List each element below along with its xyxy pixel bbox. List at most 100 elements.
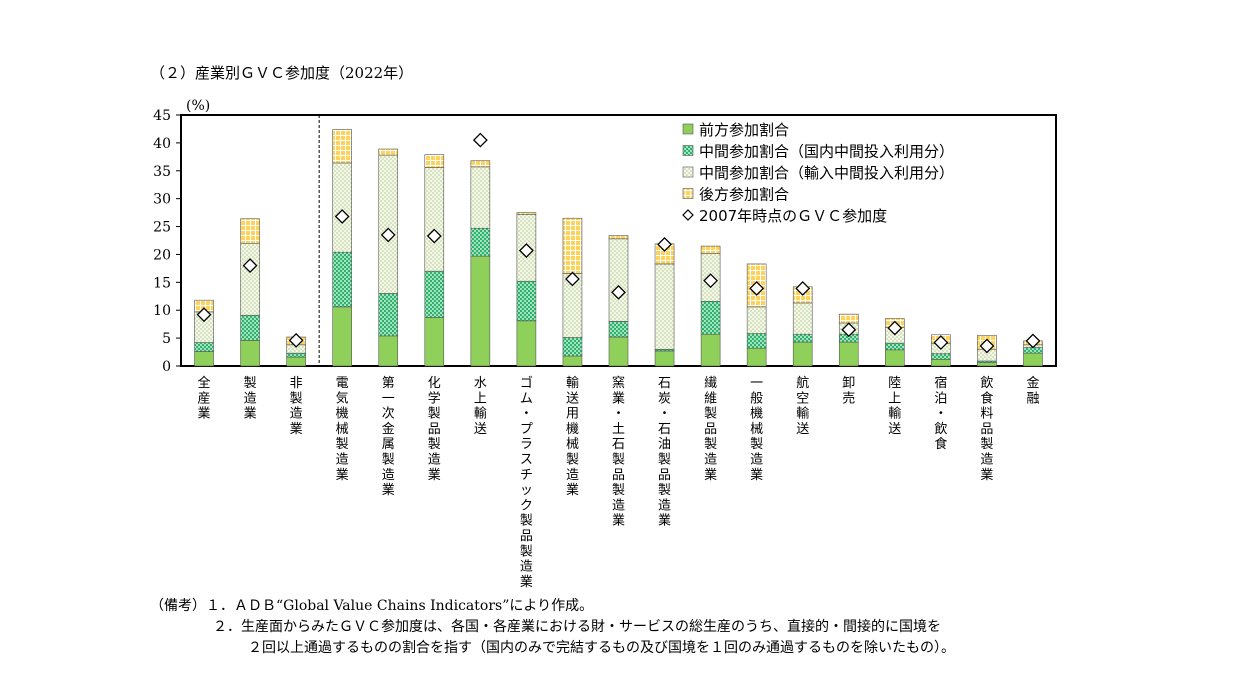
x-tick-label: ゴム・プラスチック製品製造業: [520, 375, 533, 590]
bar-segment-4: [838, 313, 859, 324]
bar-segment-1: [424, 317, 445, 367]
note-2: ２．生産面からみたＧＶＣ参加度は、各国・各産業における財・サービスの総生産のうち…: [213, 619, 941, 635]
marker-2007: [887, 320, 903, 336]
bar-segment-2: [608, 321, 629, 338]
bar-segment-1: [977, 362, 997, 367]
marker-2007: [841, 322, 857, 338]
bar-segment-2: [1023, 347, 1043, 354]
bar-segment-3: [424, 167, 445, 272]
bar-segment-1: [516, 320, 537, 367]
bar-segment-1: [746, 347, 767, 367]
legend-label: 中間参加割合（輸入中間投入利用分）: [699, 164, 954, 182]
bar-segment-3: [332, 162, 352, 253]
bar-segment-3: [654, 263, 675, 350]
bar-segment-4: [240, 218, 260, 244]
bar-segment-2: [885, 342, 905, 351]
bar-segment-4: [516, 212, 537, 215]
notes: （備考）１．ＡＤＢ“Global Value Chains Indicators…: [150, 596, 955, 659]
bar-segment-2: [470, 227, 491, 257]
bar-segment-1: [931, 359, 951, 367]
x-tick-label: 水上輸送: [474, 376, 487, 437]
x-tick-label: 全産業: [198, 375, 211, 422]
legend-label: 前方参加割合: [699, 121, 789, 139]
y-tick-label: 10: [153, 303, 171, 319]
marker-2007: [518, 243, 534, 258]
y-tick-label: 35: [153, 164, 171, 180]
x-tick-label: 金融: [1026, 375, 1039, 406]
bar-segment-4: [562, 217, 583, 274]
marker-2007: [334, 209, 350, 224]
x-tick-label: 繊維製品製造業: [704, 375, 717, 483]
y-tick-label: 25: [153, 220, 171, 236]
legend-swatch: [682, 166, 694, 178]
marker-2007: [426, 228, 442, 244]
marker-2007: [1025, 333, 1041, 349]
legend-swatch: [682, 188, 694, 199]
marker-2007: [979, 338, 995, 354]
bar-segment-4: [332, 129, 352, 164]
bar-segment-1: [885, 349, 905, 367]
bar-segment-2: [378, 293, 399, 337]
bar-segment-4: [608, 235, 629, 240]
bar-segment-3: [792, 302, 813, 335]
bar-segment-1: [562, 355, 583, 367]
marker-2007: [657, 236, 672, 252]
legend-label: 2007年時点のＧＶＣ参加度: [699, 207, 887, 225]
bar-segment-2: [700, 300, 721, 335]
marker-2007: [196, 307, 212, 323]
marker-2007: [242, 258, 258, 274]
bar-segment-4: [378, 148, 399, 156]
bar-segment-3: [746, 306, 767, 334]
x-tick-label: 一般機械製造業: [750, 376, 763, 483]
x-tick-label: 化学製品製造業: [428, 376, 441, 483]
legend-label: 後方参加割合: [699, 186, 789, 204]
y-axis-label: (%): [186, 98, 210, 114]
bar-segment-2: [746, 333, 767, 349]
bar-segment-1: [1023, 352, 1043, 367]
marker-2007: [380, 227, 396, 243]
bar-segment-1: [286, 356, 306, 367]
marker-2007: [749, 281, 765, 296]
x-tick-label: 石炭・石油製品製造業: [658, 376, 671, 529]
bar-segment-1: [378, 335, 399, 367]
bar-segment-1: [792, 341, 813, 367]
x-tick-label: 電気機械製造業: [336, 376, 349, 483]
bar-segment-1: [838, 341, 859, 367]
y-tick-label: 5: [162, 331, 171, 347]
bar-segment-2: [562, 337, 583, 357]
note-3: ２回以上通過するものの割合を指す（国内のみで完結するもの及び国境を１回のみ通過す…: [248, 640, 955, 656]
x-tick-label: 飲食料品製造業: [980, 375, 993, 483]
y-tick-label: 15: [153, 275, 171, 291]
bar-segment-1: [654, 350, 675, 367]
bar-segment-1: [194, 351, 214, 367]
bar-segment-4: [424, 154, 445, 168]
marker-2007: [611, 284, 626, 300]
bar-segment-2: [286, 352, 306, 358]
bar-segment-2: [194, 342, 214, 352]
y-tick-label: 0: [162, 359, 171, 375]
bar-segment-2: [931, 353, 951, 360]
bar-segment-1: [470, 255, 491, 367]
x-tick-label: 輸送用機械製造業: [566, 376, 579, 498]
bar-segment-3: [378, 154, 399, 294]
marker-2007: [703, 273, 719, 289]
legend-marker: [682, 209, 694, 221]
x-tick-label: 第一次金属製造業: [382, 376, 395, 498]
bar-segment-1: [332, 306, 352, 367]
marker-2007: [565, 271, 580, 287]
bar-segment-4: [700, 245, 721, 254]
y-tick-label: 30: [153, 192, 171, 208]
x-tick-label: 非製造業: [290, 376, 303, 437]
note-1: １．ＡＤＢ“Global Value Chains Indicators”により…: [206, 598, 594, 614]
y-tick-label: 40: [153, 136, 171, 152]
bar-segment-2: [240, 314, 260, 341]
bar-segment-2: [792, 333, 813, 343]
y-tick-label: 20: [153, 247, 171, 263]
notes-label: （備考）: [150, 598, 206, 614]
x-tick-label: 製造業: [244, 376, 257, 422]
chart-title: （２）産業別ＧＶＣ参加度（2022年）: [150, 64, 414, 82]
marker-2007: [472, 132, 488, 148]
bar-segment-2: [332, 251, 352, 308]
